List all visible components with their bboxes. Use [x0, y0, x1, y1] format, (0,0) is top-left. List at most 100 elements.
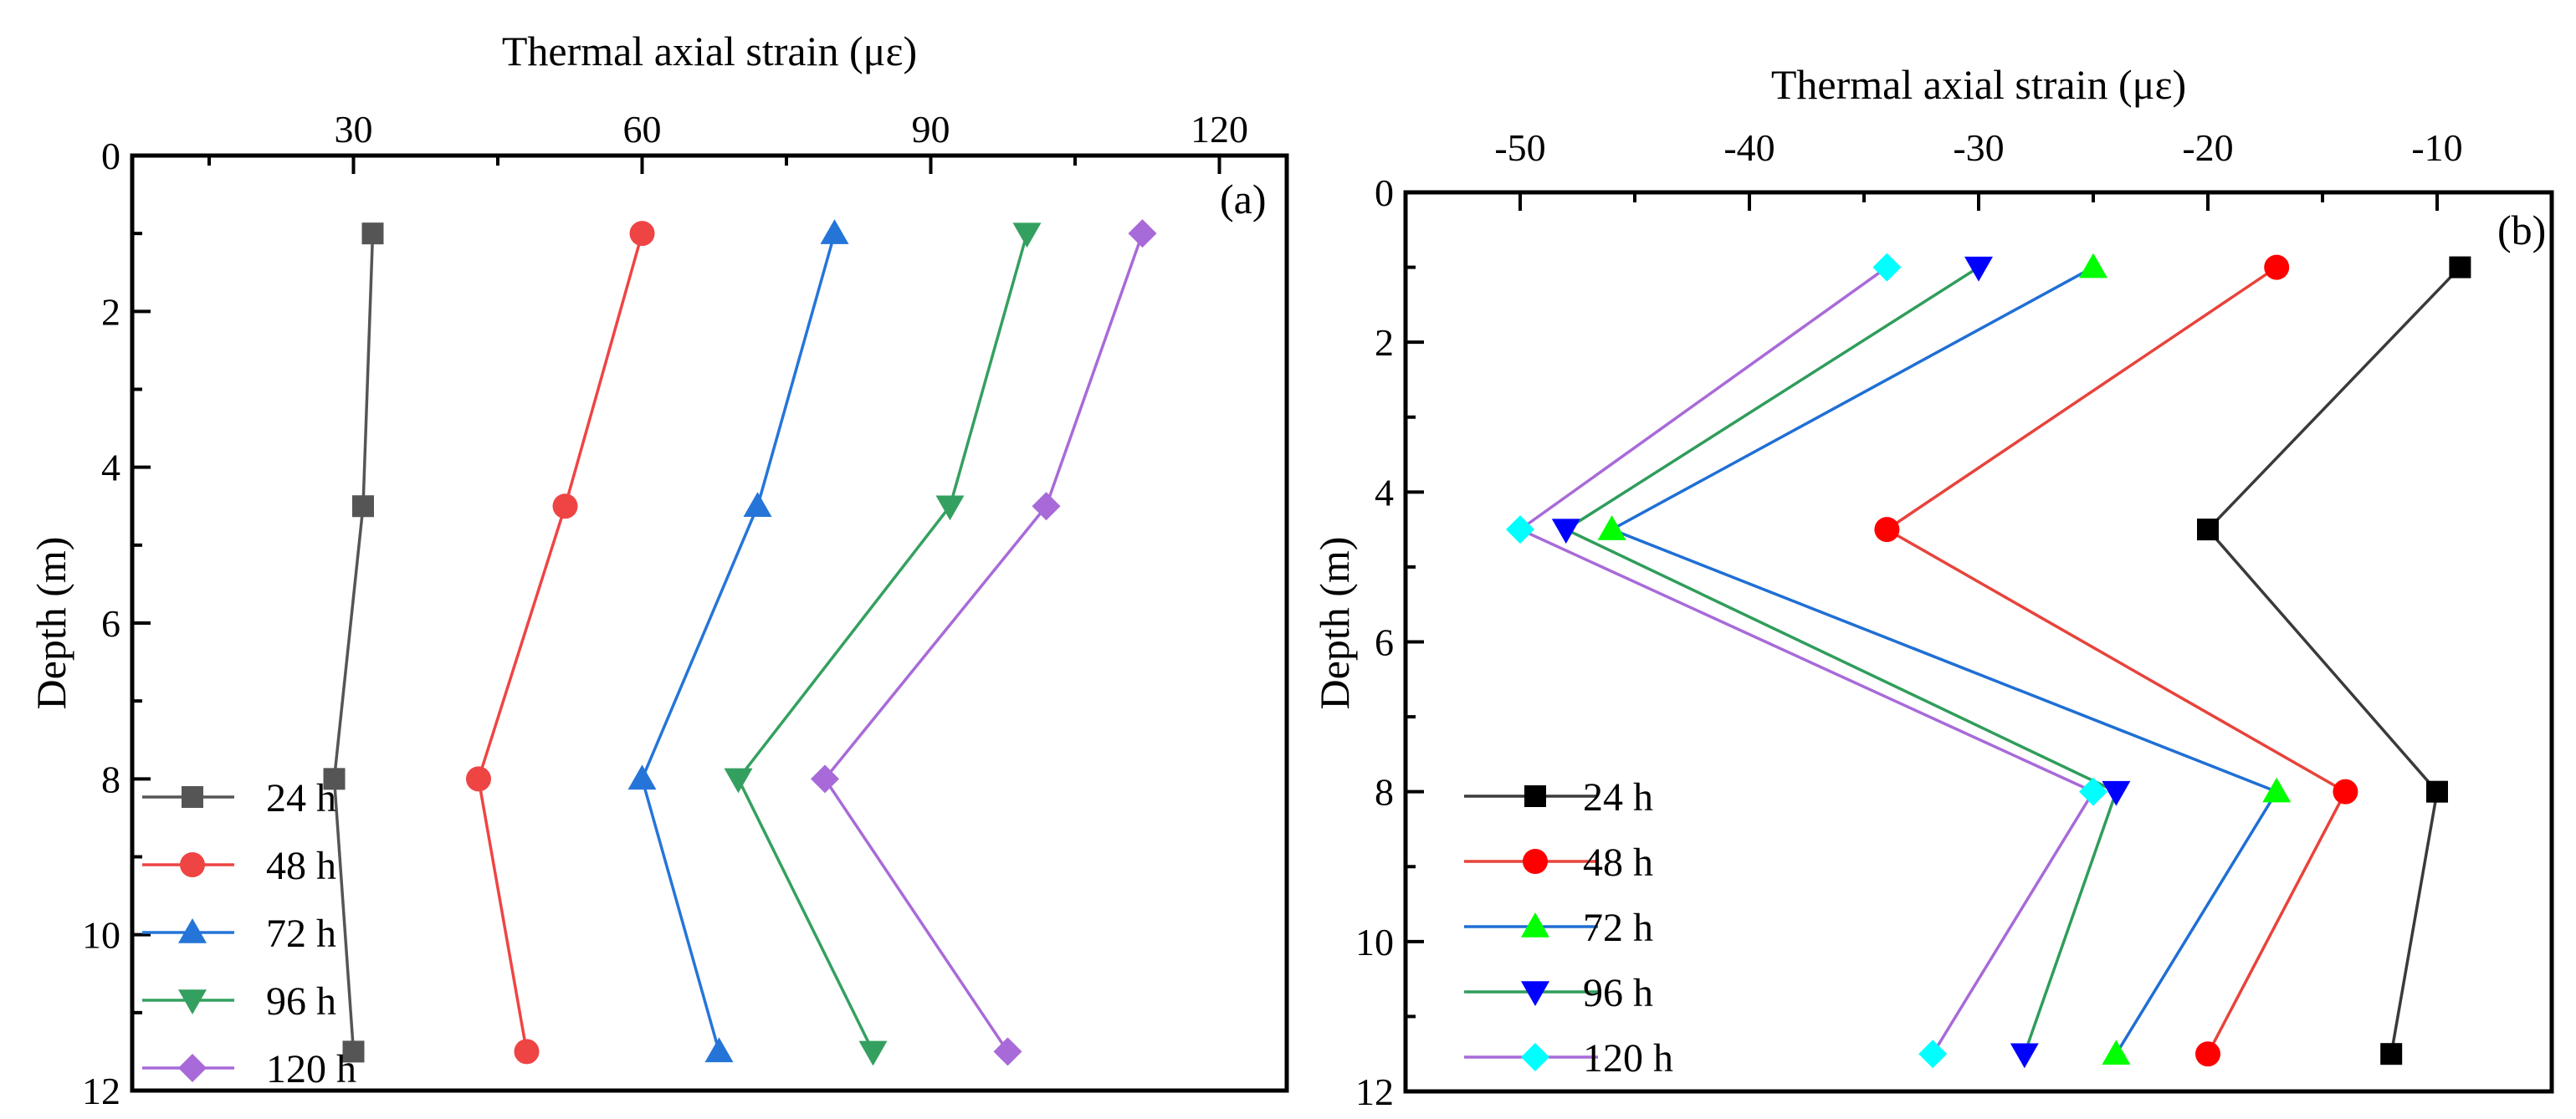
- panel-b-y-tick-label: 12: [1355, 1070, 1394, 1113]
- panel-a-y-tick-label: 10: [82, 914, 120, 957]
- panel-a-legend-entry: 120 h: [142, 1047, 356, 1091]
- panel-b-series-line-96h: [1563, 266, 2118, 1055]
- panel-b-legend-label: 24 h: [1583, 775, 1653, 820]
- panel-b-data-point-24h: [2197, 519, 2219, 541]
- panel-a-data-point-120h: [811, 764, 839, 794]
- panel-a-data-point-48h: [629, 221, 655, 247]
- panel-a-x-axis-title: Thermal axial strain (με): [502, 28, 917, 74]
- panel-b-x-tick-label: -20: [2182, 126, 2233, 169]
- panel-a-data-point-96h: [724, 768, 753, 794]
- panel-a-legend-label: 72 h: [266, 912, 336, 956]
- panel-b-data-point-96h: [2102, 780, 2131, 806]
- panel-a-data-point-96h: [858, 1040, 888, 1066]
- panel-a-series-line-96h: [736, 232, 1029, 1053]
- panel-b-data-point-72h: [2102, 1040, 2131, 1065]
- panel-b-y-tick-label: 6: [1375, 621, 1394, 664]
- panel-a-ticks: 30 60 90 120 0 2 4 6 8 10 12: [82, 108, 1248, 1112]
- panel-b-x-tick-label: -50: [1494, 126, 1545, 169]
- panel-a-y-tick-label: 4: [101, 447, 120, 489]
- panel-a-legend-entry: 24 h: [142, 776, 336, 820]
- panel-b-data-point-72h: [2079, 253, 2107, 278]
- panel-b-legend-marker: [1521, 1043, 1549, 1071]
- panel-a-legend: 24 h 48 h 72 h 96 h 120 h: [142, 776, 356, 1091]
- panel-b-label: (b): [2497, 207, 2546, 253]
- panel-a-legend-label: 120 h: [266, 1047, 356, 1091]
- panel-a-series-line-120h: [822, 232, 1145, 1053]
- panel-a-series-line-72h: [640, 232, 837, 1052]
- panel-b-series-line-120h: [1517, 266, 2096, 1055]
- panel-b-data-point-120h: [1506, 515, 1534, 544]
- panel-b-legend-entry: 96 h: [1464, 971, 1653, 1015]
- panel-a-y-tick-label: 0: [101, 135, 120, 177]
- panel-b-data-point-48h: [1874, 517, 1900, 543]
- panel-a-x-tick-label: 90: [912, 108, 950, 151]
- panel-b-legend-label: 120 h: [1583, 1036, 1673, 1081]
- panel-a-legend-label: 48 h: [266, 844, 336, 888]
- panel-b-data-point-96h: [1551, 519, 1580, 544]
- panel-a-y-axis-title: Depth (m): [28, 537, 74, 710]
- panel-b-y-tick-label: 0: [1375, 171, 1394, 214]
- panel-a-legend-marker: [180, 852, 205, 877]
- panel-a-legend-label: 24 h: [266, 776, 336, 820]
- panel-b-plot-frame: [1403, 190, 2554, 1094]
- panel-a-label: (a): [1220, 176, 1267, 222]
- panel-a-data-point-120h: [993, 1037, 1022, 1066]
- panel-b-data-point-120h: [1918, 1040, 1948, 1069]
- panel-b-x-axis-title: Thermal axial strain (με): [1771, 61, 2186, 108]
- panel-a-y-tick-label: 8: [101, 758, 120, 800]
- panel-b-ticks: -50 -40 -30 -20 -10 0 2 4 6 8 10 12: [1355, 126, 2463, 1113]
- panel-b-legend-label: 48 h: [1583, 841, 1653, 885]
- panel-a-data-point-72h: [704, 1037, 734, 1063]
- panel-a: 30 60 90 120 0 2 4 6 8 10 12 24 h 48 h 72 h 96 h 120 h…: [28, 28, 1289, 1112]
- panel-a-series: [323, 219, 1157, 1066]
- panel-b-y-tick-label: 2: [1375, 321, 1394, 364]
- panel-b-data-point-24h: [2449, 256, 2471, 278]
- panel-a-data-point-24h: [352, 495, 374, 518]
- panel-a-data-point-48h: [466, 766, 491, 792]
- panel-b-series-line-72h: [1608, 266, 2279, 1055]
- panel-a-y-tick-label: 2: [101, 290, 120, 333]
- panel-a-legend-marker: [178, 1054, 207, 1082]
- panel-a-legend-marker: [182, 786, 203, 808]
- panel-a-data-point-48h: [514, 1039, 540, 1065]
- panel-b-series-line-24h: [2205, 266, 2461, 1055]
- panel-a-data-point-96h: [1012, 222, 1042, 248]
- panel-a-legend-entry: 96 h: [142, 979, 336, 1024]
- panel-a-data-point-72h: [627, 764, 657, 790]
- panel-b-legend-entry: 120 h: [1464, 1036, 1673, 1081]
- panel-b-data-point-48h: [2195, 1041, 2220, 1067]
- panel-b-legend-marker: [1524, 785, 1546, 807]
- panel-b-legend-entry: 72 h: [1464, 906, 1653, 950]
- panel-a-legend-marker: [178, 989, 207, 1014]
- panel-b-legend-marker: [1523, 849, 1548, 874]
- panel-a-legend-entry: 72 h: [142, 912, 336, 956]
- panel-a-data-point-96h: [935, 495, 965, 521]
- panel-a-data-point-24h: [361, 222, 384, 245]
- panel-b-legend-entry: 48 h: [1464, 841, 1653, 885]
- panel-b-series: [1506, 253, 2471, 1069]
- panel-b-data-point-24h: [2426, 780, 2448, 803]
- panel-b-legend-marker: [1521, 912, 1549, 938]
- panel-b-data-point-96h: [1964, 256, 1993, 282]
- panel-a-x-tick-label: 120: [1191, 108, 1248, 151]
- panel-b-legend-label: 72 h: [1583, 906, 1653, 950]
- panel-b-x-tick-label: -30: [1953, 126, 2004, 169]
- panel-b-legend-marker: [1521, 981, 1549, 1006]
- panel-a-series-line-48h: [477, 232, 644, 1052]
- panel-a-x-tick-label: 30: [335, 108, 373, 151]
- panel-a-legend-marker: [178, 918, 207, 943]
- panel-a-y-tick-label: 12: [82, 1070, 120, 1112]
- panel-a-data-point-24h: [342, 1040, 365, 1063]
- panel-b-legend: 24 h 48 h 72 h 96 h 120 h: [1464, 775, 1673, 1081]
- panel-a-data-point-120h: [1032, 492, 1061, 521]
- panel-b-y-tick-label: 8: [1375, 771, 1394, 814]
- panel-b-data-point-24h: [2380, 1043, 2403, 1065]
- panel-b-data-point-48h: [2333, 779, 2358, 805]
- panel-b-series-line-48h: [1884, 266, 2348, 1055]
- panel-a-data-point-120h: [1128, 219, 1157, 248]
- panel-b-data-point-120h: [2079, 777, 2107, 806]
- panel-b-data-point-72h: [2262, 777, 2292, 803]
- panel-a-series-line-24h: [332, 233, 375, 1052]
- panel-a-legend-label: 96 h: [266, 979, 336, 1024]
